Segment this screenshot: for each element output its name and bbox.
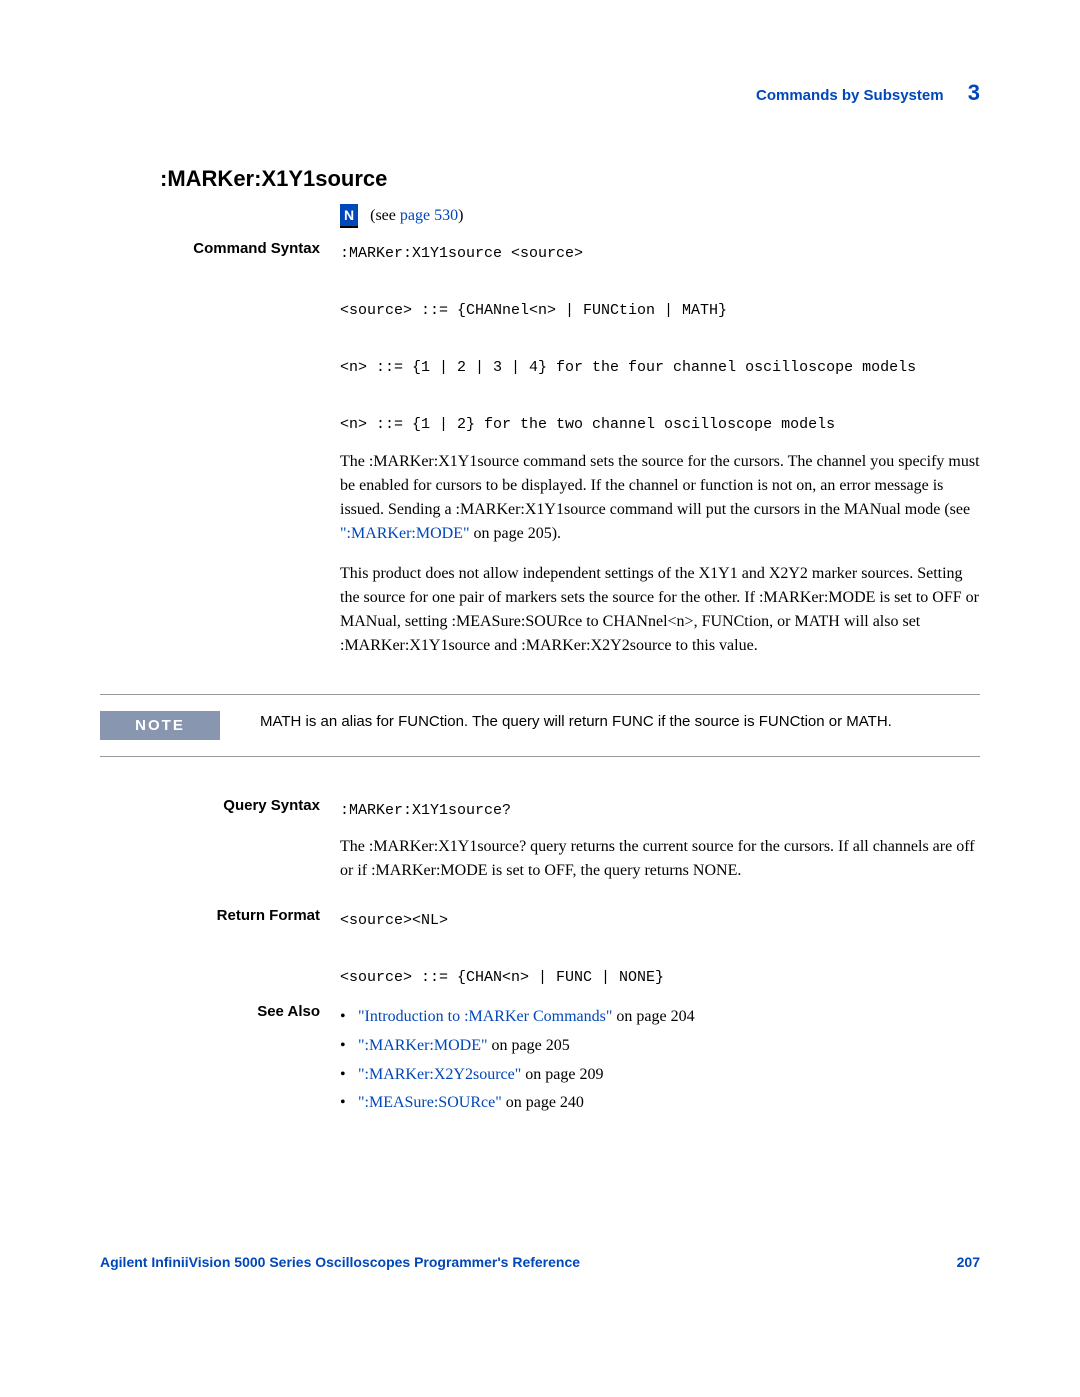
- command-syntax-label: Command Syntax: [100, 240, 340, 674]
- see-also-link[interactable]: ":MARKer:X2Y2source": [358, 1066, 521, 1083]
- header-title: Commands by Subsystem: [756, 87, 944, 104]
- query-syntax-label: Query Syntax: [100, 797, 340, 900]
- footer-title: Agilent InfiniiVision 5000 Series Oscill…: [100, 1254, 580, 1270]
- command-syntax-code: :MARKer:X1Y1source <source> <source> ::=…: [340, 240, 980, 440]
- see-also-list: "Introduction to :MARKer Commands" on pa…: [340, 1003, 980, 1118]
- command-description-1: The :MARKer:X1Y1source command sets the …: [340, 450, 980, 546]
- query-syntax-code: :MARKer:X1Y1source?: [340, 797, 980, 826]
- command-description-2: This product does not allow independent …: [340, 562, 980, 658]
- section-title: :MARKer:X1Y1source: [160, 166, 980, 192]
- list-item: "Introduction to :MARKer Commands" on pa…: [340, 1003, 980, 1032]
- page-footer: Agilent InfiniiVision 5000 Series Oscill…: [100, 1254, 980, 1270]
- list-item: ":MEASure:SOURce" on page 240: [340, 1089, 980, 1118]
- list-item: ":MARKer:X2Y2source" on page 209: [340, 1061, 980, 1090]
- chapter-number: 3: [968, 80, 980, 105]
- see-page-text: (see page 530): [370, 207, 463, 224]
- query-description: The :MARKer:X1Y1source? query returns th…: [340, 835, 980, 883]
- note-box: NOTE MATH is an alias for FUNCtion. The …: [100, 694, 980, 757]
- return-format-code: <source><NL> <source> ::= {CHAN<n> | FUN…: [340, 907, 980, 993]
- page-header: Commands by Subsystem 3: [100, 80, 980, 106]
- marker-mode-link[interactable]: ":MARKer:MODE": [340, 525, 470, 542]
- note-text: MATH is an alias for FUNCtion. The query…: [260, 711, 980, 740]
- footer-page: 207: [957, 1254, 980, 1270]
- page-link[interactable]: page 530: [400, 207, 458, 224]
- list-item: ":MARKer:MODE" on page 205: [340, 1032, 980, 1061]
- see-also-link[interactable]: "Introduction to :MARKer Commands": [358, 1008, 612, 1025]
- see-also-link[interactable]: ":MARKer:MODE": [358, 1037, 488, 1054]
- n-icon: N: [340, 204, 358, 228]
- see-also-link[interactable]: ":MEASure:SOURce": [358, 1094, 502, 1111]
- return-format-label: Return Format: [100, 907, 340, 993]
- see-also-label: See Also: [100, 1003, 340, 1118]
- note-label: NOTE: [100, 711, 220, 740]
